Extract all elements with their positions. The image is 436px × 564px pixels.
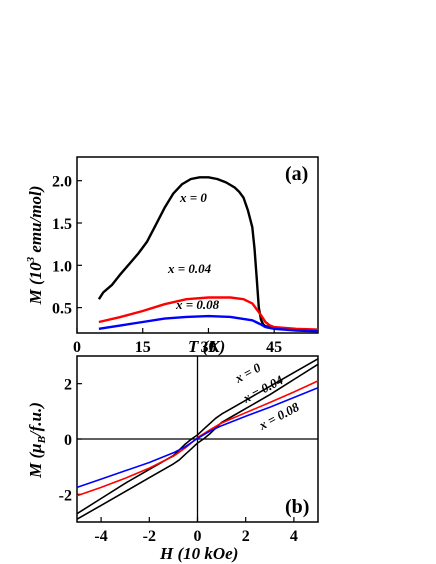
panel-a-xtick-label: 45 — [266, 339, 282, 356]
panel-b-tag: (b) — [285, 496, 309, 518]
panel-b-xtick-label: -4 — [94, 528, 107, 545]
panel-b-xtick-label: 2 — [242, 528, 250, 545]
panel-b-series-line-2-0 — [76, 387, 319, 489]
panel-a-xtick-label: 15 — [135, 339, 151, 356]
panel-a-ytick-label: 0.5 — [52, 301, 72, 318]
panel-a-label-x0: x = 0 — [179, 190, 207, 205]
panel-a-x-axis-label: T (K) — [188, 337, 225, 356]
panel-a-label-x004: x = 0.04 — [167, 261, 212, 276]
panel-b-series-line-0-0 — [76, 358, 319, 515]
panel-b-xtick-label: -2 — [143, 528, 156, 545]
panel-a-ytick-label: 1.5 — [52, 216, 72, 233]
panel-a-xtick-label: 0 — [73, 339, 81, 356]
panel-a-ticks: 0 15 30 45 0.5 1.0 1.5 2.0 — [52, 174, 282, 356]
panel-a-ytick-label: 2.0 — [52, 174, 72, 191]
panel-b-ytick-label: 2 — [64, 377, 72, 394]
panel-b-x-axis-label: H (10 kOe) — [159, 544, 238, 563]
panel-b-y-axis-label: M (μB/f.u.) — [26, 402, 48, 479]
panel-a-label-x008: x = 0.08 — [175, 297, 220, 312]
panel-a-tag: (a) — [285, 163, 308, 185]
panel-a: 0 15 30 45 0.5 1.0 1.5 2.0 (a) x = 0 x = 0.04 x… — [25, 156, 319, 356]
panel-b-series — [76, 358, 319, 520]
panel-b-ytick-label: -2 — [59, 487, 72, 504]
panel-a-series-line-1 — [98, 296, 319, 331]
panel-b-ytick-label: 0 — [64, 432, 72, 449]
panel-b-series-line-0-1 — [76, 363, 319, 520]
panel-a-series-line-2 — [98, 314, 319, 333]
panel-a-xtick-label: 30 — [200, 339, 216, 356]
panel-a-series — [97, 176, 319, 333]
panel-b-xtick-label: 0 — [194, 528, 202, 545]
panel-a-y-axis-label: M (103 emu/mol) — [25, 186, 45, 306]
panel-a-ytick-label: 1.0 — [52, 258, 72, 275]
panel-b: -4 -2 0 2 4-202 (b) x = 0 x = 0.04 x = 0.08 … — [26, 355, 319, 563]
panel-b-xtick-label: 4 — [290, 528, 298, 545]
panel-a-frame — [76, 156, 319, 334]
